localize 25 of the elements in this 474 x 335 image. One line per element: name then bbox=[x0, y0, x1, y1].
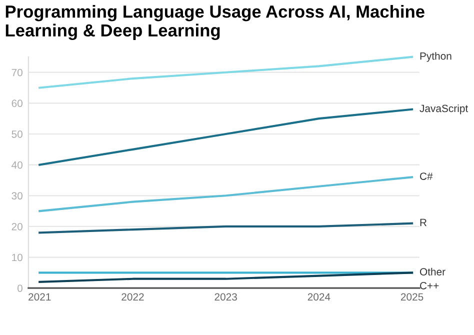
line-series bbox=[38, 108, 414, 166]
x-tick-label: 2021 bbox=[28, 293, 51, 301]
series-label: C# bbox=[420, 172, 433, 180]
y-tick-label: 0 bbox=[18, 284, 22, 292]
y-tick-label: 40 bbox=[12, 161, 22, 169]
series-label: JavaScript bbox=[420, 104, 468, 114]
line-series bbox=[38, 272, 414, 283]
y-tick-label: 20 bbox=[12, 222, 22, 230]
series-label: R bbox=[420, 218, 427, 226]
y-tick-label: 50 bbox=[12, 130, 22, 138]
y-tick-label: 70 bbox=[12, 68, 22, 76]
series-label: Python bbox=[420, 52, 452, 62]
series-label: Other bbox=[420, 268, 446, 276]
chart-title: Programming Language Usage Across AI, Machine Learning & Deep Learning bbox=[6, 5, 424, 40]
y-tick-label: 10 bbox=[12, 254, 22, 262]
y-tick-label: 60 bbox=[12, 100, 22, 108]
x-tick-label: 2022 bbox=[122, 293, 144, 301]
line-series bbox=[38, 56, 414, 89]
y-tick-label: 30 bbox=[12, 192, 22, 200]
x-tick-label: 2025 bbox=[400, 293, 424, 301]
line-series bbox=[38, 222, 414, 234]
x-tick-label: 2023 bbox=[214, 293, 237, 301]
line-series bbox=[38, 176, 414, 212]
series-label: C++ bbox=[420, 282, 439, 290]
x-tick-label: 2024 bbox=[308, 293, 330, 301]
